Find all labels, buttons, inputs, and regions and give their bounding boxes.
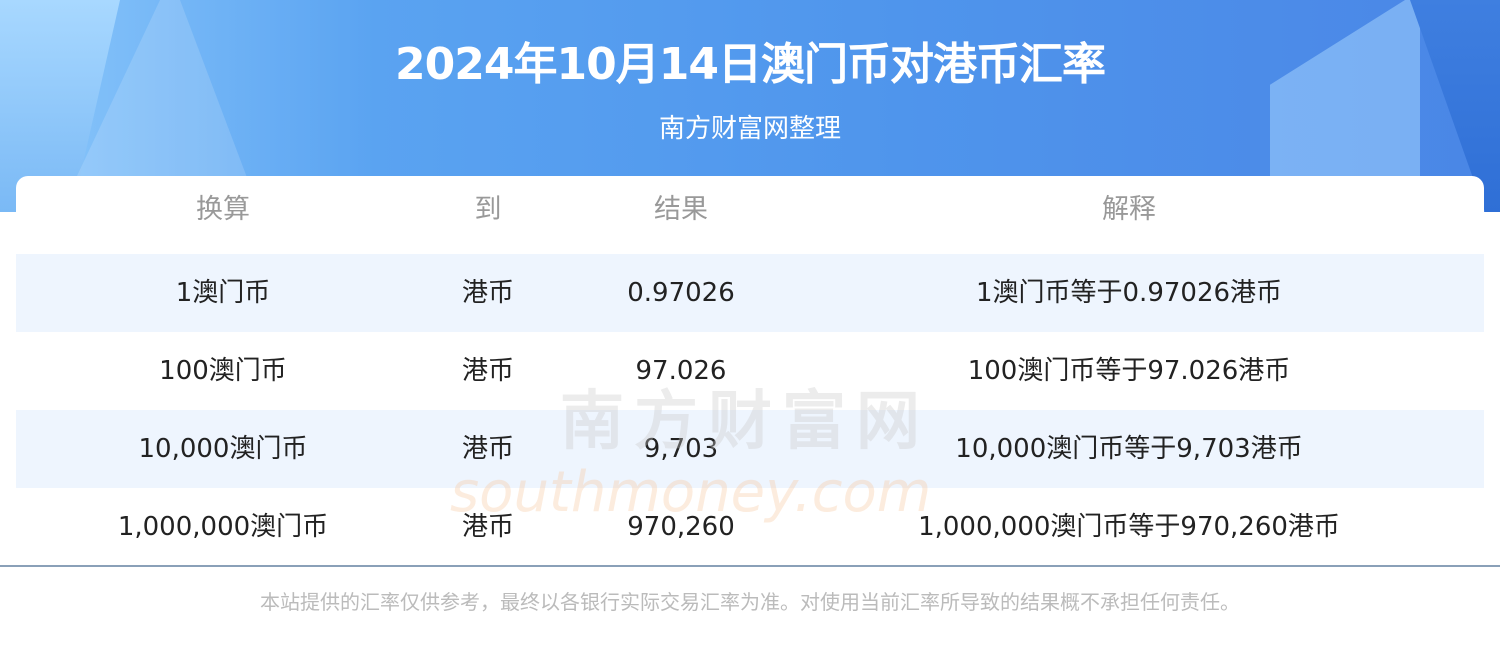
cell-target: 港币 xyxy=(461,356,514,386)
table-row: 10,000澳门币 港币 9,703 10,000澳门币等于9,703港币 xyxy=(16,410,1484,488)
rate-table: 换算 到 结果 解释 1澳门币 港币 0.97026 1澳门币等于0.97026… xyxy=(16,176,1484,566)
table-row: 1澳门币 港币 0.97026 1澳门币等于0.97026港币 xyxy=(16,254,1484,332)
page-subtitle: 南方财富网整理 xyxy=(658,114,841,144)
cell-amount: 10,000澳门币 xyxy=(138,434,308,464)
cell-amount: 1澳门币 xyxy=(175,278,271,308)
column-header: 结果 xyxy=(654,194,708,225)
column-header: 解释 xyxy=(1102,194,1156,225)
table-row: 1,000,000澳门币 港币 970,260 1,000,000澳门币等于97… xyxy=(16,488,1484,566)
cell-explanation: 1,000,000澳门币等于970,260港币 xyxy=(918,512,1340,542)
page-title: 2024年10月14日澳门币对港币汇率 xyxy=(395,39,1106,90)
table-row: 100澳门币 港币 97.026 100澳门币等于97.026港币 xyxy=(16,332,1484,410)
cell-target: 港币 xyxy=(461,278,514,308)
cell-explanation: 10,000澳门币等于9,703港币 xyxy=(955,434,1303,464)
table-header: 换算 到 结果 解释 xyxy=(16,176,1484,254)
cell-amount: 1,000,000澳门币 xyxy=(117,512,329,542)
cell-explanation: 1澳门币等于0.97026港币 xyxy=(975,278,1283,308)
column-header: 到 xyxy=(474,194,502,225)
divider xyxy=(0,565,1500,567)
cell-target: 港币 xyxy=(461,512,514,542)
cell-result: 0.97026 xyxy=(627,278,735,308)
disclaimer: 本站提供的汇率仅供参考，最终以各银行实际交易汇率为准。对使用当前汇率所导致的结果… xyxy=(260,590,1240,614)
cell-target: 港币 xyxy=(461,434,514,464)
cell-explanation: 100澳门币等于97.026港币 xyxy=(967,356,1291,386)
cell-amount: 100澳门币 xyxy=(159,356,287,386)
cell-result: 97.026 xyxy=(635,356,727,386)
watermark-logo-en: southmoney.com xyxy=(450,460,932,525)
watermark-logo-cn: 南方财富网 xyxy=(560,385,930,459)
column-header: 换算 xyxy=(196,194,250,225)
cell-result: 970,260 xyxy=(627,512,735,542)
cell-result: 9,703 xyxy=(643,434,719,464)
